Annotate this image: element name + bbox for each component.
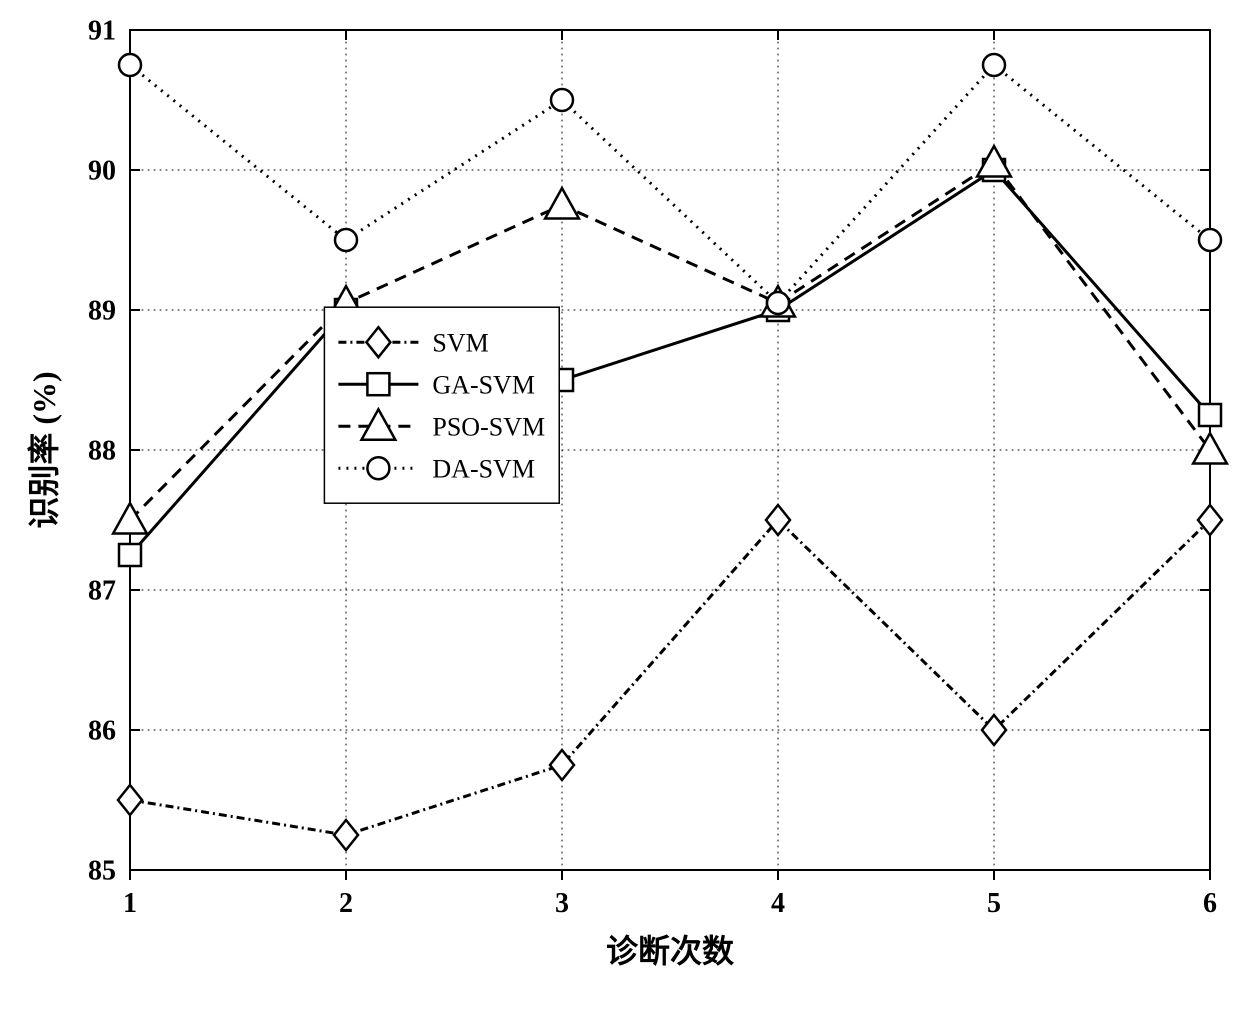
legend: SVM GA-SVM PSO-SVM DA-SVM	[324, 307, 559, 503]
chart-container: 1 2 3 4 5 6 85 86 87 88 89 90 91 诊断次数 识别率 (%) SVM GA-SVM…	[0, 0, 1240, 1020]
x-tick-label: 3	[555, 888, 569, 919]
legend-label: DA-SVM	[432, 454, 535, 483]
y-tick-label: 86	[88, 715, 116, 746]
y-tick-label: 87	[88, 575, 116, 606]
x-tick-label: 1	[123, 888, 137, 919]
y-tick-label: 91	[88, 15, 116, 46]
y-tick-label: 85	[88, 855, 116, 886]
legend-label: PSO-SVM	[432, 412, 545, 441]
x-tick-label: 2	[339, 888, 353, 919]
x-tick-label: 4	[771, 888, 785, 919]
x-tick-label: 5	[987, 888, 1001, 919]
legend-item: GA-SVM	[338, 370, 535, 399]
x-tick-label: 6	[1203, 888, 1217, 919]
line-chart: 1 2 3 4 5 6 85 86 87 88 89 90 91 诊断次数 识别率 (%) SVM GA-SVM…	[0, 0, 1240, 1020]
y-tick-label: 88	[88, 435, 116, 466]
y-tick-label: 90	[88, 155, 116, 186]
y-axis-label: 识别率 (%)	[26, 371, 62, 528]
y-tick-label: 89	[88, 295, 116, 326]
chart-bg	[0, 0, 1240, 1020]
legend-label: GA-SVM	[432, 370, 535, 399]
legend-label: SVM	[432, 328, 488, 357]
x-axis-label: 诊断次数	[606, 933, 735, 969]
